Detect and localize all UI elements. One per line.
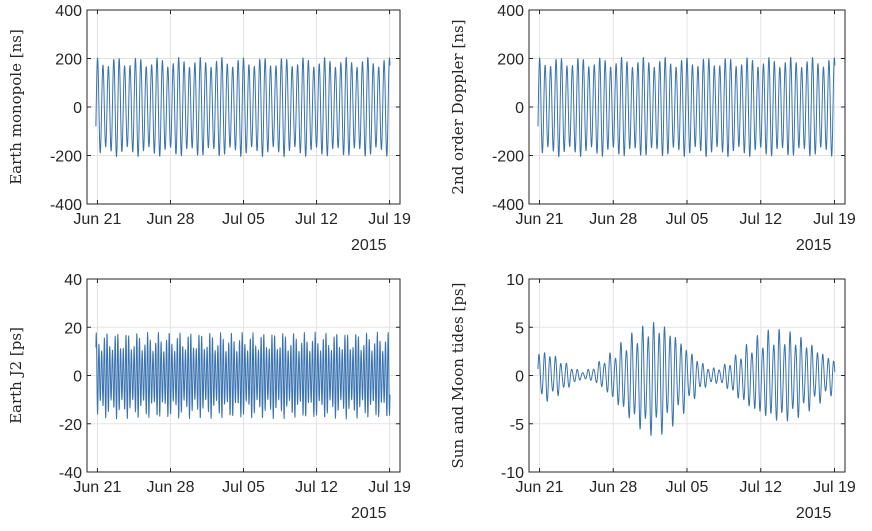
x-tick-label: Jun 21 [516, 479, 564, 496]
y-tick-label: -20 [59, 417, 82, 434]
x-tick-label: Jul 05 [666, 211, 709, 228]
y-tick-label: -200 [50, 149, 82, 166]
y-axis-label: Sun and Moon tides [ps] [449, 283, 467, 469]
x-tick-label: Jun 28 [146, 479, 194, 496]
x-tick-label: Jul 19 [813, 479, 856, 496]
y-tick-label: 0 [73, 369, 82, 386]
y-tick-label: 0 [515, 100, 524, 117]
x-tick-label: Jul 19 [368, 479, 411, 496]
y-axis-label: 2nd order Doppler [ns] [449, 19, 467, 194]
x-year-label: 2015 [796, 505, 832, 522]
x-year-label: 2015 [796, 237, 832, 254]
y-tick-label: 40 [64, 272, 82, 289]
x-tick-label: Jul 12 [739, 479, 782, 496]
y-tick-label: 200 [55, 52, 82, 69]
x-tick-label: Jun 21 [73, 479, 121, 496]
y-tick-label: -40 [59, 465, 82, 482]
y-tick-label: 200 [497, 52, 524, 69]
x-year-label: 2015 [351, 505, 387, 522]
chart-panel-2: Jun 21 Jun 28 Jul 05 Jul 12 Jul 19 2015 400 200… [449, 3, 856, 254]
y-tick-label: -10 [501, 465, 524, 482]
x-tick-label: Jul 12 [739, 211, 782, 228]
y-tick-label: -200 [492, 149, 524, 166]
y-tick-label: -400 [50, 197, 82, 214]
x-tick-label: Jul 19 [813, 211, 856, 228]
y-tick-label: 0 [73, 100, 82, 117]
chart-panel-4: Jun 21 Jun 28 Jul 05 Jul 12 Jul 19 2015 10 5 0 -5… [449, 272, 856, 522]
x-tick-label: Jun 21 [516, 211, 564, 228]
y-tick-label: 400 [497, 3, 524, 20]
x-tick-label: Jul 12 [295, 479, 338, 496]
y-axis-label: Earth monopole [ns] [7, 29, 25, 185]
x-tick-label: Jun 28 [146, 211, 194, 228]
x-tick-label: Jul 05 [222, 211, 265, 228]
x-tick-label: Jul 12 [295, 211, 338, 228]
y-axis-label: Earth J2 [ps] [7, 327, 25, 424]
chart-panel-1: Jun 21 Jun 28 Jul 05 Jul 12 Jul 19 2015 400 200… [7, 3, 411, 254]
x-tick-label: Jun 28 [589, 211, 637, 228]
y-tick-label: 10 [506, 272, 524, 289]
data-series-line [537, 321, 836, 437]
x-tick-label: Jul 05 [666, 479, 709, 496]
y-tick-label: 20 [64, 320, 82, 337]
y-tick-label: 5 [515, 320, 524, 337]
data-series-line [537, 56, 836, 158]
data-series-line [95, 331, 391, 420]
y-tick-label: 400 [55, 3, 82, 20]
y-tick-label: 0 [515, 369, 524, 386]
y-tick-label: -5 [510, 417, 524, 434]
chart-panel-3: Jun 21 Jun 28 Jul 05 Jul 12 Jul 19 2015 40 20 0 -… [7, 272, 411, 522]
data-series-line [95, 56, 391, 158]
x-tick-label: Jun 28 [589, 479, 637, 496]
x-tick-label: Jul 05 [222, 479, 265, 496]
x-year-label: 2015 [351, 237, 387, 254]
x-tick-label: Jul 19 [368, 211, 411, 228]
y-tick-label: -400 [492, 197, 524, 214]
x-tick-label: Jun 21 [73, 211, 121, 228]
